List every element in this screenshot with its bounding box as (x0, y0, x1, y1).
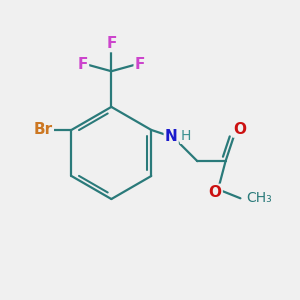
Text: N: N (165, 129, 178, 144)
Text: H: H (181, 129, 191, 143)
Text: CH₃: CH₃ (246, 191, 272, 205)
Text: F: F (78, 57, 88, 72)
Text: Br: Br (34, 122, 53, 137)
Text: O: O (233, 122, 246, 136)
Text: F: F (135, 57, 145, 72)
Text: O: O (209, 185, 222, 200)
Text: F: F (106, 36, 116, 51)
